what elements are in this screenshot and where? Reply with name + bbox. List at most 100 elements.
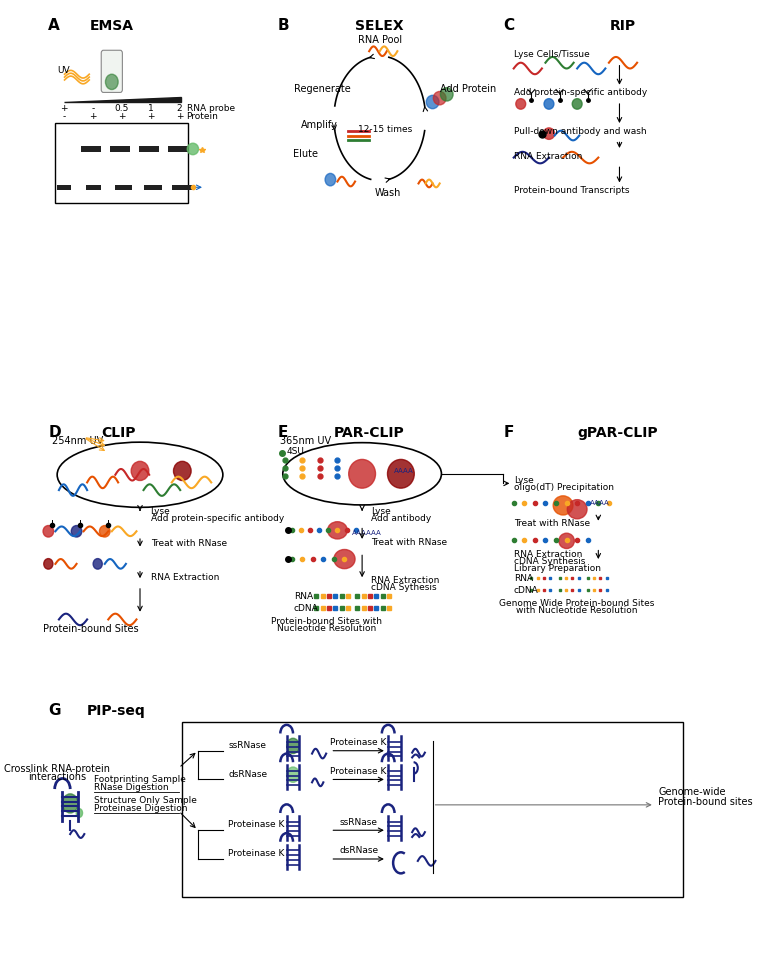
Text: 365nm UV: 365nm UV: [280, 436, 331, 446]
Ellipse shape: [71, 526, 82, 537]
Text: RNase Digestion: RNase Digestion: [94, 783, 169, 792]
Text: A: A: [48, 18, 60, 33]
Text: Pull-down antibody and wash: Pull-down antibody and wash: [514, 127, 647, 136]
Ellipse shape: [105, 74, 118, 89]
Text: B: B: [277, 18, 289, 33]
Ellipse shape: [62, 794, 78, 813]
Ellipse shape: [43, 526, 54, 537]
Text: Proteinase K: Proteinase K: [330, 767, 387, 776]
Text: RNA Pool: RNA Pool: [358, 35, 402, 44]
Text: AAAA: AAAA: [590, 501, 610, 506]
Text: F: F: [503, 426, 514, 440]
Text: cDNA Synthesis: cDNA Synthesis: [514, 556, 585, 566]
Ellipse shape: [388, 459, 414, 488]
Text: AAAAAA: AAAAAA: [352, 530, 381, 536]
FancyBboxPatch shape: [139, 146, 159, 152]
Ellipse shape: [328, 522, 347, 539]
Text: RNA: RNA: [514, 574, 533, 583]
Text: Crosslink RNA-protein: Crosslink RNA-protein: [4, 764, 110, 774]
Text: 0.5: 0.5: [114, 104, 129, 112]
Text: Add Protein: Add Protein: [439, 85, 496, 94]
FancyBboxPatch shape: [144, 185, 162, 190]
Ellipse shape: [131, 461, 149, 480]
FancyBboxPatch shape: [182, 722, 683, 898]
Text: +: +: [60, 104, 68, 112]
Ellipse shape: [283, 443, 442, 505]
Text: cDNA Sythesis: cDNA Sythesis: [371, 582, 437, 592]
Text: cDNA: cDNA: [293, 604, 319, 613]
Text: UV: UV: [57, 66, 69, 75]
Text: Proteinase K: Proteinase K: [228, 821, 284, 829]
Text: Add protein-specific antibody: Add protein-specific antibody: [514, 88, 647, 97]
FancyBboxPatch shape: [86, 185, 101, 190]
Text: oligo(dT) Precipitation: oligo(dT) Precipitation: [514, 483, 614, 492]
FancyBboxPatch shape: [81, 146, 101, 152]
Text: +: +: [147, 112, 154, 121]
Text: Genome-wide: Genome-wide: [658, 787, 726, 798]
Ellipse shape: [553, 496, 573, 515]
Text: Lyse Cells/Tissue: Lyse Cells/Tissue: [514, 50, 590, 59]
Text: RNA: RNA: [293, 592, 313, 602]
Text: +: +: [89, 112, 97, 121]
Text: 254nm UV: 254nm UV: [52, 436, 103, 446]
Text: Add antibody: Add antibody: [371, 514, 432, 523]
Text: CLIP: CLIP: [101, 427, 136, 440]
Text: RNA probe: RNA probe: [187, 104, 235, 112]
Ellipse shape: [325, 173, 336, 185]
Ellipse shape: [433, 91, 446, 105]
Text: AAAA: AAAA: [394, 468, 414, 474]
FancyBboxPatch shape: [114, 185, 131, 190]
Text: Treat with RNase: Treat with RNase: [514, 519, 590, 528]
Text: Treat with RNase: Treat with RNase: [371, 538, 448, 547]
Ellipse shape: [568, 500, 587, 519]
Text: 2: 2: [177, 104, 182, 112]
Text: RNA Extraction: RNA Extraction: [151, 573, 219, 582]
Text: cDNA: cDNA: [514, 585, 538, 595]
Text: +: +: [118, 112, 125, 121]
Ellipse shape: [544, 99, 554, 110]
Text: Add protein-specific antibody: Add protein-specific antibody: [151, 514, 284, 523]
FancyBboxPatch shape: [57, 185, 71, 190]
Text: Proteinase K: Proteinase K: [330, 738, 387, 747]
FancyBboxPatch shape: [101, 50, 122, 92]
Ellipse shape: [93, 558, 102, 569]
Text: C: C: [503, 18, 515, 33]
Text: Regenerate: Regenerate: [293, 85, 350, 94]
Text: ssRNase: ssRNase: [228, 741, 266, 750]
Text: RNA Extraction: RNA Extraction: [514, 550, 582, 559]
Text: gPAR-CLIP: gPAR-CLIP: [578, 427, 658, 440]
Ellipse shape: [559, 533, 574, 549]
Text: Protein-bound Sites with: Protein-bound Sites with: [271, 617, 382, 627]
Text: SELEX: SELEX: [356, 19, 404, 33]
Text: 12-15 times: 12-15 times: [358, 125, 412, 134]
Ellipse shape: [76, 809, 82, 817]
Polygon shape: [64, 97, 181, 102]
Ellipse shape: [440, 87, 453, 101]
Ellipse shape: [543, 128, 554, 139]
Text: RNA Extraction: RNA Extraction: [371, 576, 439, 585]
Text: Protein: Protein: [187, 112, 218, 121]
Text: interactions: interactions: [28, 773, 86, 782]
Text: Nucleotide Resolution: Nucleotide Resolution: [277, 624, 376, 633]
Text: Footprinting Sample: Footprinting Sample: [94, 776, 186, 784]
Ellipse shape: [426, 95, 439, 109]
Text: Amplify: Amplify: [301, 120, 338, 130]
Text: Wash: Wash: [375, 188, 402, 198]
Ellipse shape: [100, 526, 110, 537]
FancyBboxPatch shape: [168, 146, 188, 152]
Text: dsRNase: dsRNase: [228, 770, 267, 778]
Ellipse shape: [516, 99, 525, 110]
Text: D: D: [48, 426, 61, 440]
Text: Protein-bound sites: Protein-bound sites: [658, 797, 753, 807]
Ellipse shape: [349, 459, 376, 488]
Text: 4SU: 4SU: [286, 447, 305, 456]
Text: -: -: [62, 112, 65, 121]
Text: Library Preparation: Library Preparation: [514, 563, 601, 573]
Text: Lyse: Lyse: [514, 477, 534, 485]
Text: Proteinase K: Proteinase K: [228, 850, 284, 858]
Text: Treat with RNase: Treat with RNase: [151, 539, 227, 548]
Text: 1: 1: [147, 104, 154, 112]
Text: -: -: [91, 104, 94, 112]
Text: Protein-bound Transcripts: Protein-bound Transcripts: [514, 186, 629, 195]
Text: Elute: Elute: [293, 149, 318, 159]
